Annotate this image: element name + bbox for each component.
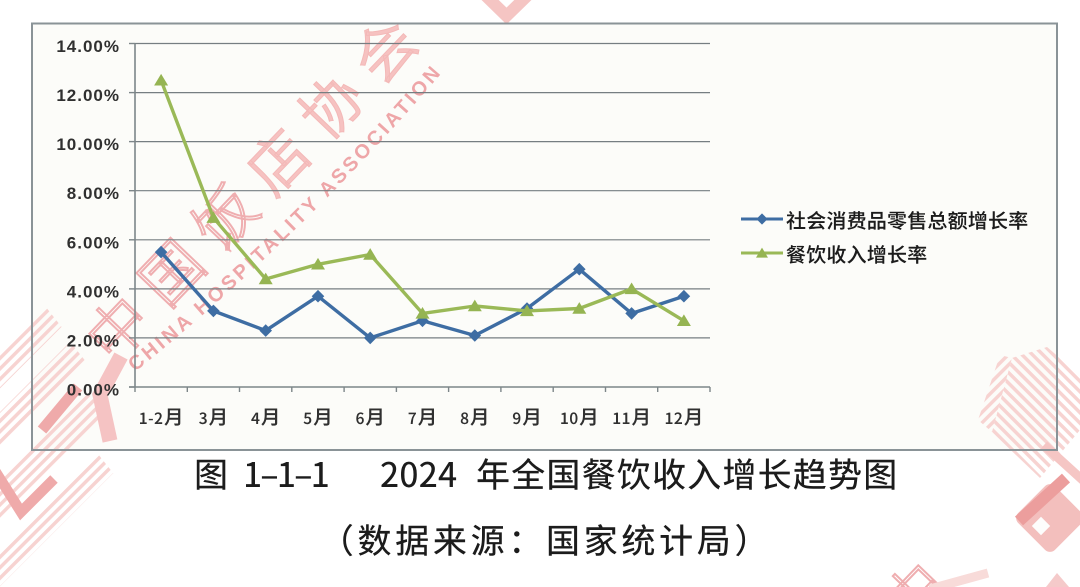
svg-text:10.00%: 10.00% <box>56 135 120 154</box>
svg-text:8.00%: 8.00% <box>67 184 120 203</box>
svg-text:12.00%: 12.00% <box>56 86 120 105</box>
svg-text:2.00%: 2.00% <box>67 331 120 350</box>
svg-text:4.00%: 4.00% <box>67 282 120 301</box>
svg-text:6.00%: 6.00% <box>67 233 120 252</box>
svg-text:0.00%: 0.00% <box>67 381 120 400</box>
svg-text:14.00%: 14.00% <box>56 37 120 56</box>
